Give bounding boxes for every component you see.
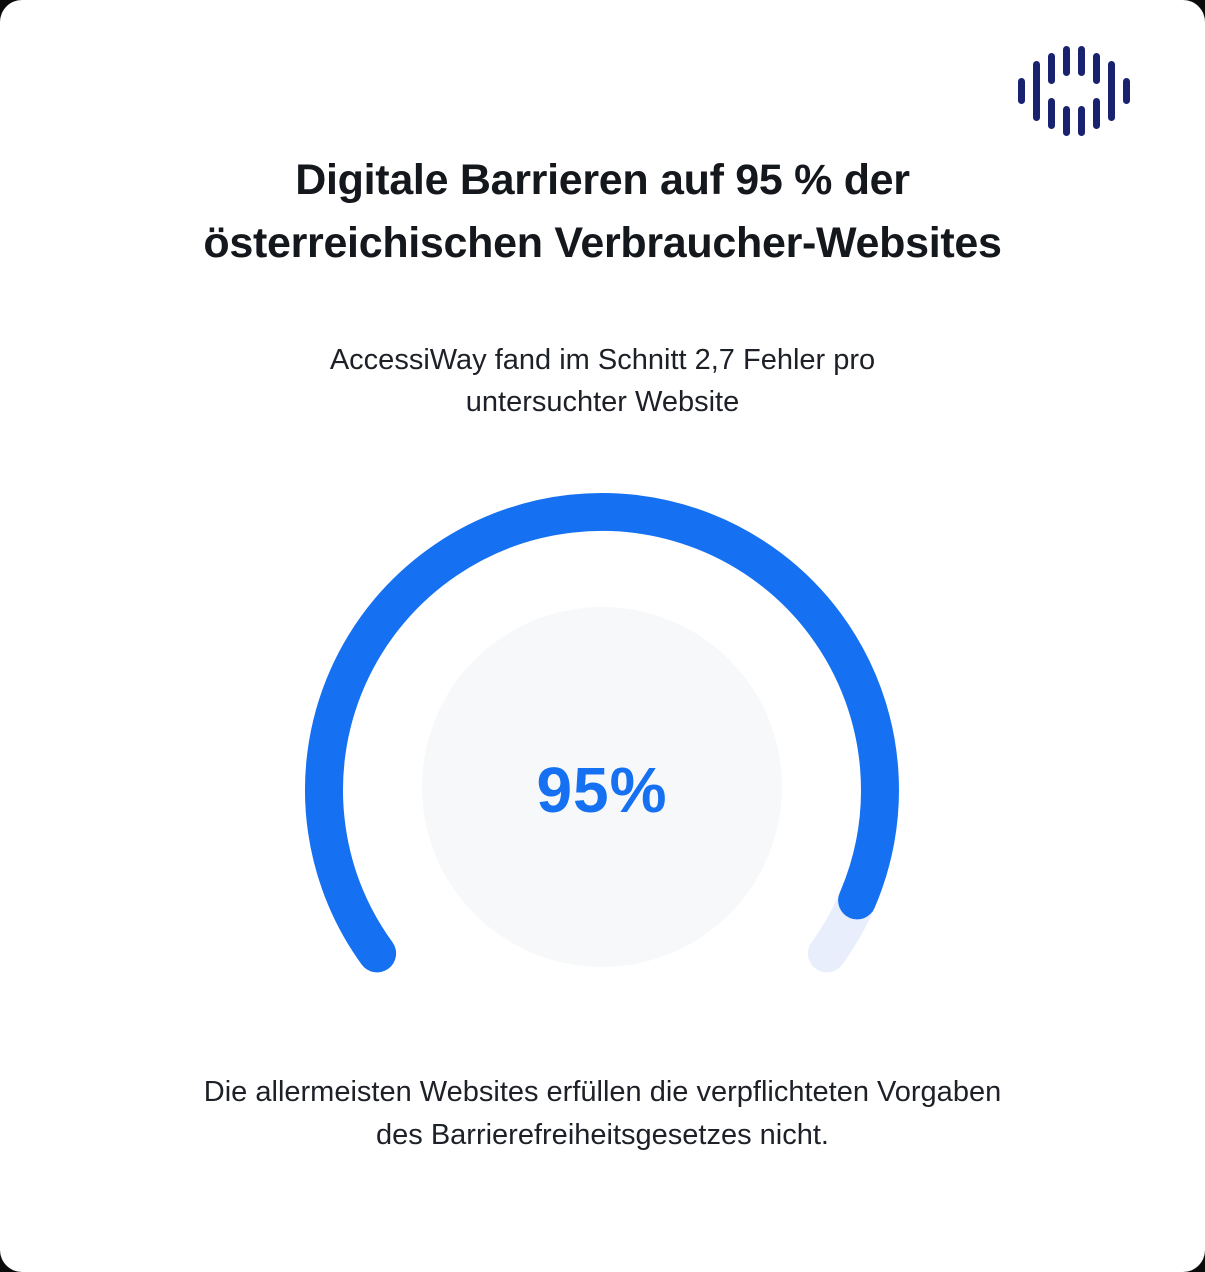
accessiway-soundwave-logo-icon xyxy=(1018,46,1130,136)
subtitle-line-1: AccessiWay fand im Schnitt 2,7 Fehler pr… xyxy=(329,344,876,376)
title-line-1: Digitale Barrieren auf 95 % der xyxy=(295,156,910,204)
title-line-2: österreichischen Verbraucher-Websites xyxy=(203,219,1002,267)
caption-line-2: des Barrierefreiheitsgesetzes nicht. xyxy=(376,1119,829,1151)
caption-text: Die allermeisten Websites erfüllen die v… xyxy=(0,1071,1205,1157)
gauge-chart: 95% xyxy=(300,488,904,1008)
gauge-inner-circle xyxy=(422,607,782,967)
page-subtitle: AccessiWay fand im Schnitt 2,7 Fehler pr… xyxy=(0,339,1205,423)
gauge-svg xyxy=(305,492,899,973)
page-title: Digitale Barrieren auf 95 % der österrei… xyxy=(0,149,1205,275)
caption-line-1: Die allermeisten Websites erfüllen die v… xyxy=(203,1076,1002,1108)
gauge-progress-arc xyxy=(305,492,899,973)
subtitle-line-2: untersuchter Website xyxy=(465,386,740,418)
